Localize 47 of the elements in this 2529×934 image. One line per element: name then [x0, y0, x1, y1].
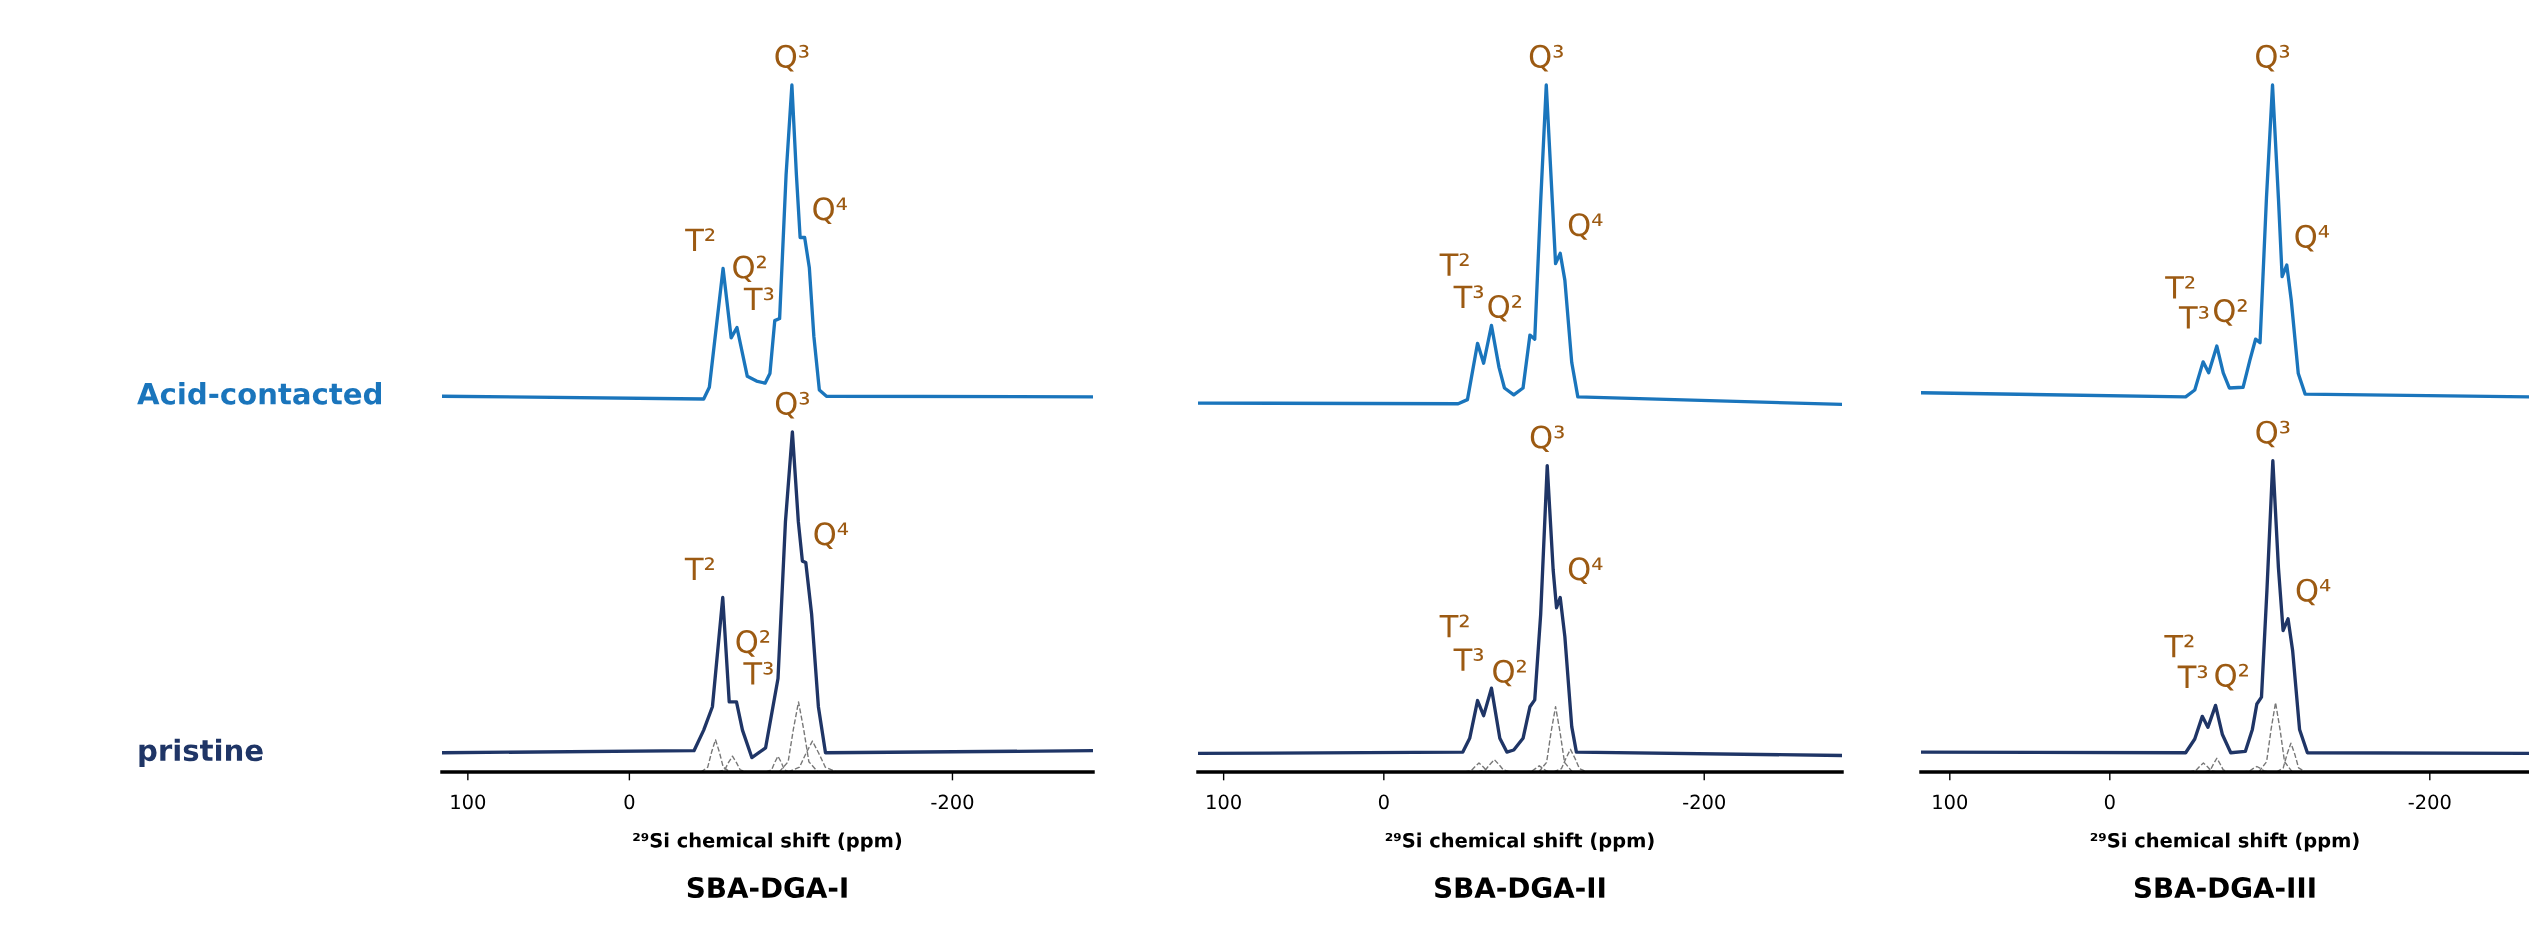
x-tick-label: 100: [1207, 794, 1241, 810]
annotation: Q⁴: [813, 197, 847, 224]
annotation: Q³: [2256, 420, 2290, 448]
annotation: T²: [685, 228, 715, 251]
annotation: T³: [2177, 665, 2208, 688]
annotation: T³: [1453, 285, 1483, 308]
x-axis-title: ²⁹Si chemical shift (ppm): [633, 832, 902, 852]
annotation: Q²: [1493, 659, 1526, 687]
annotation: Q⁴: [814, 522, 849, 549]
annotation: T³: [2178, 305, 2209, 329]
annotation: T²: [1439, 253, 1469, 276]
x-tick-label: -200: [931, 794, 974, 810]
annotation: Q⁴: [2296, 578, 2331, 606]
annotation: Q⁴: [1568, 557, 1603, 584]
x-tick-label: -200: [1683, 794, 1725, 810]
annotation: Q³: [1530, 425, 1564, 453]
annotation: T²: [2164, 634, 2194, 658]
x-tick-label: 100: [451, 794, 486, 810]
x-tick-label: 100: [1933, 794, 1968, 810]
x-tick-label: 0: [1378, 794, 1389, 810]
x-tick-label: -200: [2408, 794, 2451, 810]
annotation: Q³: [2256, 44, 2290, 72]
annotation: Q³: [775, 391, 809, 419]
annotation: T³: [1453, 648, 1483, 671]
text: SBA-DGA-II: [1435, 877, 1605, 899]
annotation: T³: [743, 661, 773, 685]
annotation: Q²: [736, 630, 770, 657]
text: Acid-contacted: [137, 382, 381, 405]
annotation: Q³: [1529, 44, 1563, 72]
x-axis-title: ²⁹Si chemical shift (ppm): [2090, 832, 2359, 852]
annotation: T²: [684, 557, 714, 581]
text: pristine: [139, 738, 263, 767]
annotation: Q²: [2215, 663, 2248, 691]
annotation: T²: [1439, 614, 1469, 638]
annotation: Q⁴: [1568, 213, 1603, 240]
text: SBA-DGA-III: [2134, 877, 2315, 899]
annotation: T²: [2165, 275, 2195, 299]
annotation: Q²: [1488, 294, 1522, 322]
text: SBA-DGA-I: [687, 877, 847, 899]
annotation: Q⁴: [2295, 224, 2330, 252]
x-tick-label: 0: [624, 794, 635, 810]
x-tick-label: 0: [2104, 794, 2115, 810]
annotation: Q²: [2214, 299, 2247, 326]
annotation: Q²: [733, 255, 766, 283]
x-axis-title: ²⁹Si chemical shift (ppm): [1385, 832, 1654, 852]
annotation: Q³: [775, 44, 809, 72]
annotation: T³: [743, 287, 774, 311]
